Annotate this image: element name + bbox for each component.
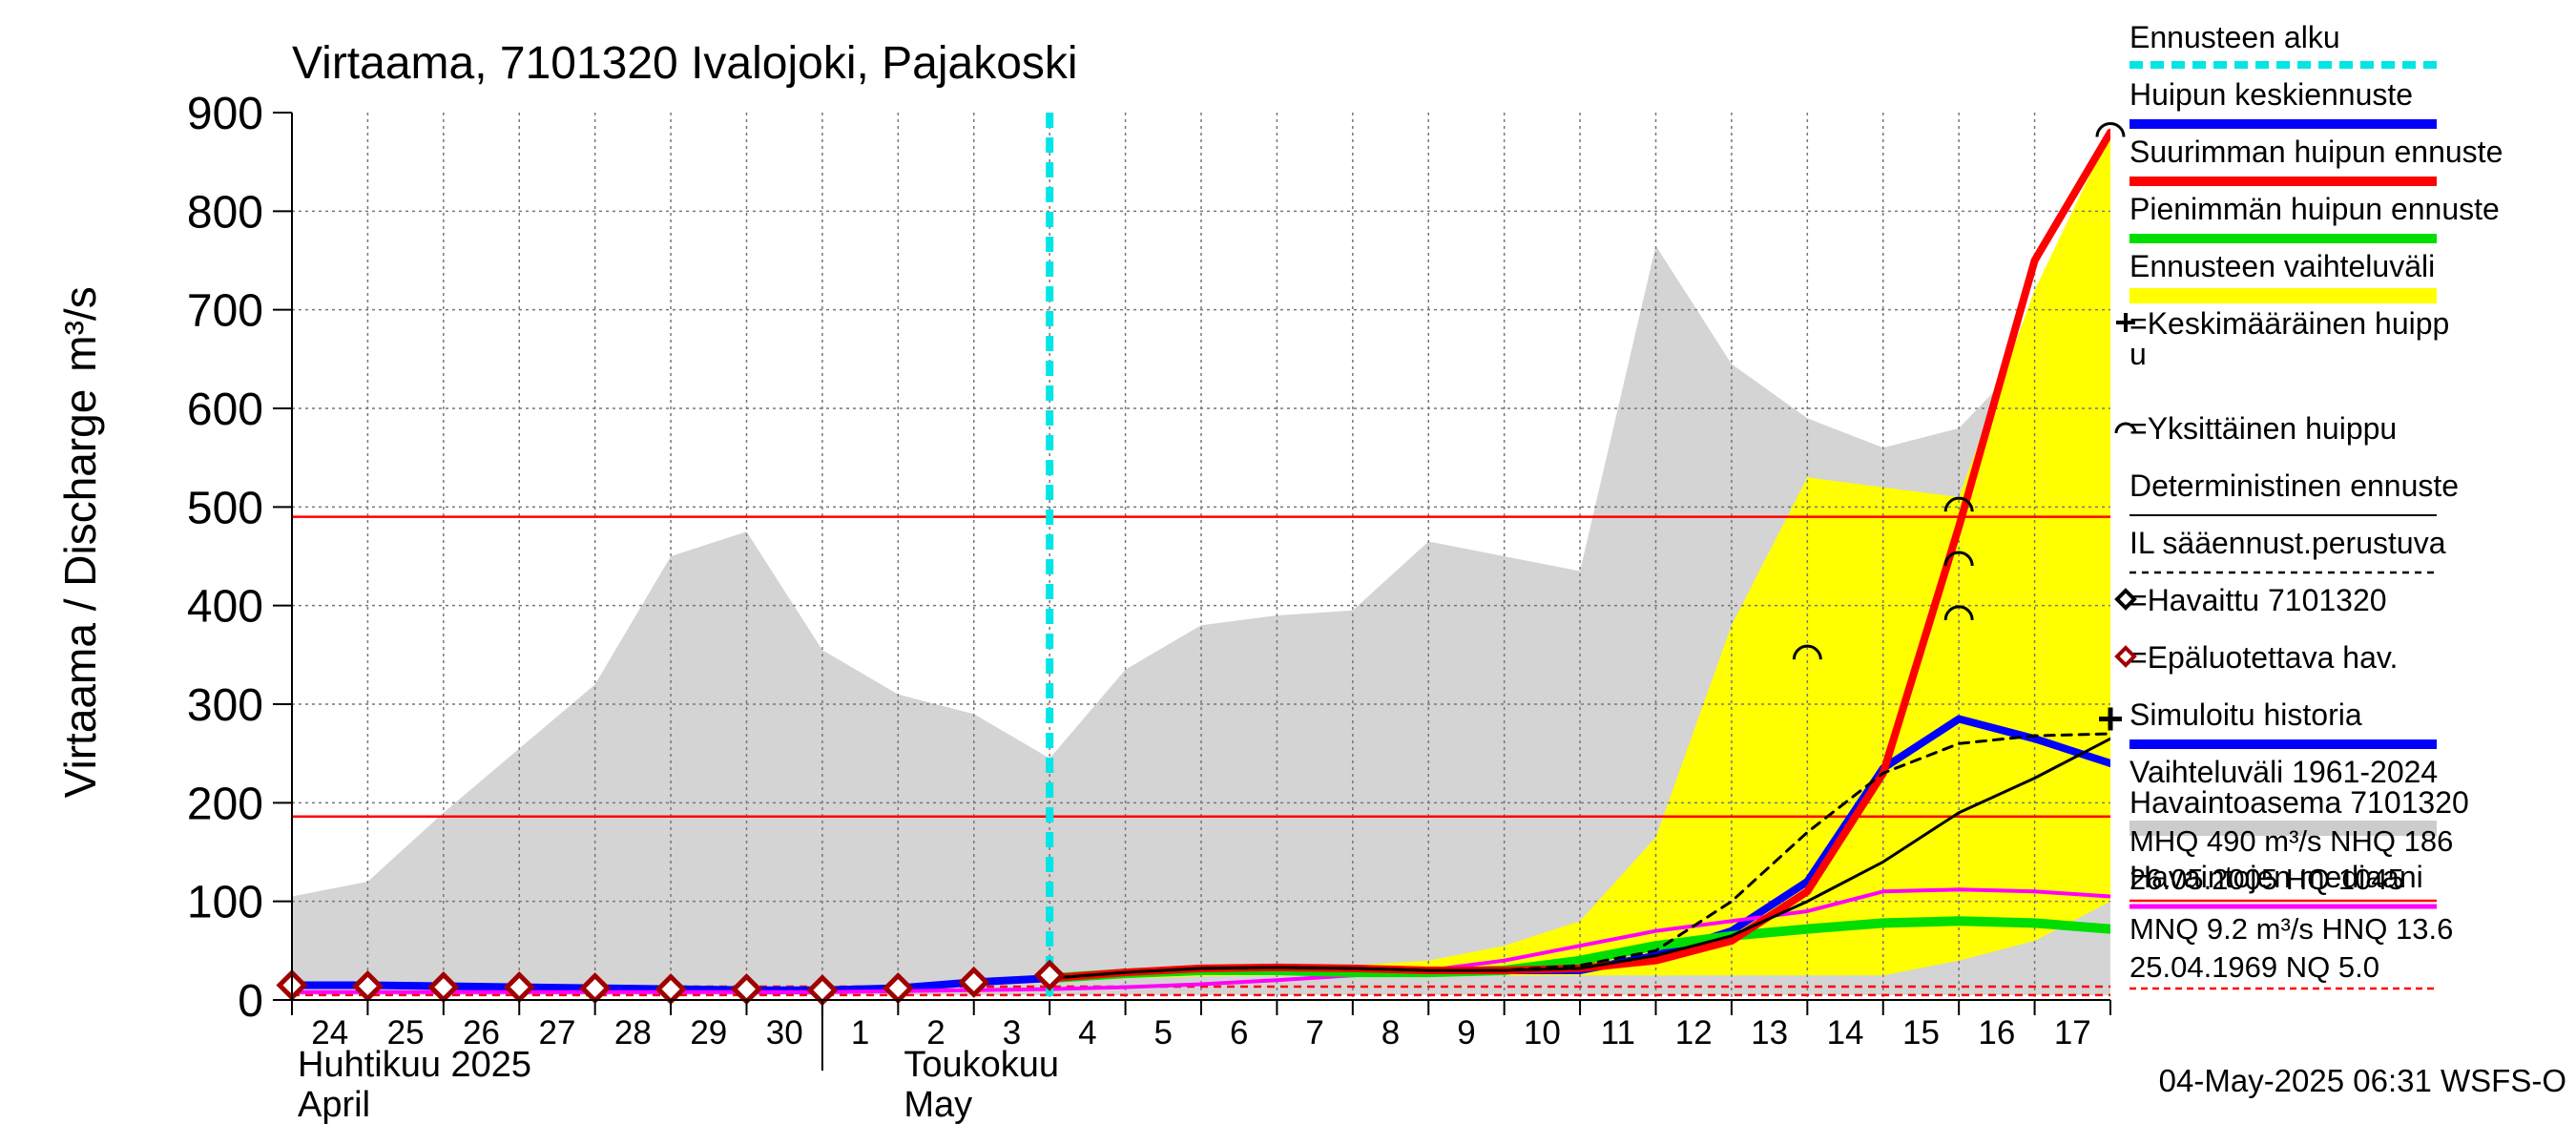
y-tick-label: 300 (187, 680, 263, 731)
x-tick-label: 5 (1154, 1014, 1173, 1051)
legend-symbol (2114, 645, 2137, 668)
individual-peak-marker (1943, 551, 1974, 567)
y-tick-label: 0 (238, 976, 263, 1027)
legend-label: Simuloitu historia (2129, 697, 2362, 732)
legend-label: u (2129, 337, 2147, 371)
x-tick-label: 7 (1305, 1014, 1323, 1051)
legend-label: Havaintojen mediaani (2129, 860, 2423, 894)
legend: Ennusteen alku Huipun keskiennuste Suurimm… (2114, 20, 2503, 990)
forecast-range-band (1049, 132, 2110, 981)
legend-label: =Havaittu 7101320 (2129, 583, 2387, 617)
individual-peak-marker (1792, 644, 1822, 660)
y-tick-label: 600 (187, 385, 263, 435)
legend-symbol (2116, 313, 2135, 332)
observed-point-marker (958, 966, 990, 998)
legend-label: Huipun keskiennuste (2129, 77, 2413, 112)
y-tick-label: 200 (187, 779, 263, 829)
month-label-en: May (904, 1085, 972, 1125)
legend-symbol (2114, 422, 2137, 434)
x-tick-label: 25 (387, 1014, 425, 1051)
x-tick-label: 14 (1827, 1014, 1864, 1051)
x-tick-label: 17 (2054, 1014, 2091, 1051)
legend-swatch (2129, 288, 2437, 303)
y-tick-label: 100 (187, 878, 263, 928)
observed-point-marker (1033, 959, 1066, 991)
y-tick-label: 800 (187, 187, 263, 238)
legend-label: Deterministinen ennuste (2129, 468, 2459, 503)
chart-title: Virtaama, 7101320 Ivalojoki, Pajakoski (292, 38, 1078, 89)
legend-label: =Keskimääräinen huipp (2129, 306, 2449, 341)
x-tick-label: 10 (1524, 1014, 1561, 1051)
legend-stat-line: 25.04.1969 NQ 5.0 (2129, 950, 2379, 984)
y-tick-label: 400 (187, 582, 263, 633)
x-tick-label: 16 (1978, 1014, 2015, 1051)
legend-label: =Epäluotettava hav. (2129, 640, 2398, 675)
y-tick-label: 500 (187, 483, 263, 533)
x-tick-label: 2 (926, 1014, 945, 1051)
individual-peak-marker (1943, 605, 1974, 620)
series-line (1048, 737, 2110, 980)
y-tick-label: 700 (187, 286, 263, 337)
legend-label: IL sääennust.perustuva (2129, 526, 2446, 560)
legend-label: Ennusteen alku (2129, 20, 2340, 54)
individual-peak-marker (2095, 122, 2126, 137)
observed-point-marker (351, 969, 384, 1003)
legend-swatch (2129, 821, 2437, 836)
x-tick-label: 30 (766, 1014, 803, 1051)
legend-stat-line: MHQ 490 m³/s NHQ 186 (2129, 824, 2453, 858)
x-tick-label: 13 (1751, 1014, 1788, 1051)
month-label-fi: Toukokuu (904, 1045, 1059, 1085)
x-tick-label: 6 (1230, 1014, 1248, 1051)
x-tick-label: 8 (1381, 1014, 1400, 1051)
x-tick-label: 29 (690, 1014, 727, 1051)
x-tick-label: 27 (538, 1014, 575, 1051)
timestamp-label: 04-May-2025 06:31 WSFS-O (2159, 1063, 2566, 1098)
month-label-fi: Huhtikuu 2025 (298, 1045, 531, 1085)
legend-label: Havaintoasema 7101320 (2129, 785, 2469, 820)
plot-content (292, 113, 2110, 1000)
legend-label: =Yksittäinen huippu (2129, 411, 2397, 446)
legend-label: Suurimman huipun ennuste (2129, 135, 2503, 169)
x-tick-label: 1 (851, 1014, 869, 1051)
x-tick-label: 24 (311, 1014, 348, 1051)
x-tick-label: 26 (463, 1014, 500, 1051)
x-tick-label: 11 (1601, 1014, 1635, 1051)
y-axis-label: Virtaama / Discharge (55, 389, 105, 799)
legend-symbol (2114, 588, 2137, 611)
legend-label: Ennusteen vaihteluväli (2129, 249, 2435, 283)
legend-stat-line: MNQ 9.2 m³/s HNQ 13.6 (2129, 912, 2453, 946)
month-label-en: April (298, 1085, 370, 1125)
mean-peak-marker (2099, 707, 2122, 731)
x-tick-label: 3 (1003, 1014, 1021, 1051)
legend-stat-line: 26.05.2005 HQ 1045 (2129, 863, 2404, 896)
x-tick-label: 9 (1457, 1014, 1475, 1051)
y-axis-unit: m³/s (55, 286, 105, 371)
individual-peak-marker (1943, 496, 1974, 512)
x-tick-label: 28 (614, 1014, 652, 1051)
x-tick-label: 12 (1675, 1014, 1713, 1051)
legend-label: Pienimmän huipun ennuste (2129, 192, 2500, 226)
y-tick-label: 900 (187, 89, 263, 139)
legend-label: Vaihteluväli 1961-2024 (2129, 755, 2438, 789)
x-tick-label: 4 (1078, 1014, 1096, 1051)
plot-area (276, 113, 2126, 1007)
x-tick-label: 15 (1902, 1014, 1940, 1051)
